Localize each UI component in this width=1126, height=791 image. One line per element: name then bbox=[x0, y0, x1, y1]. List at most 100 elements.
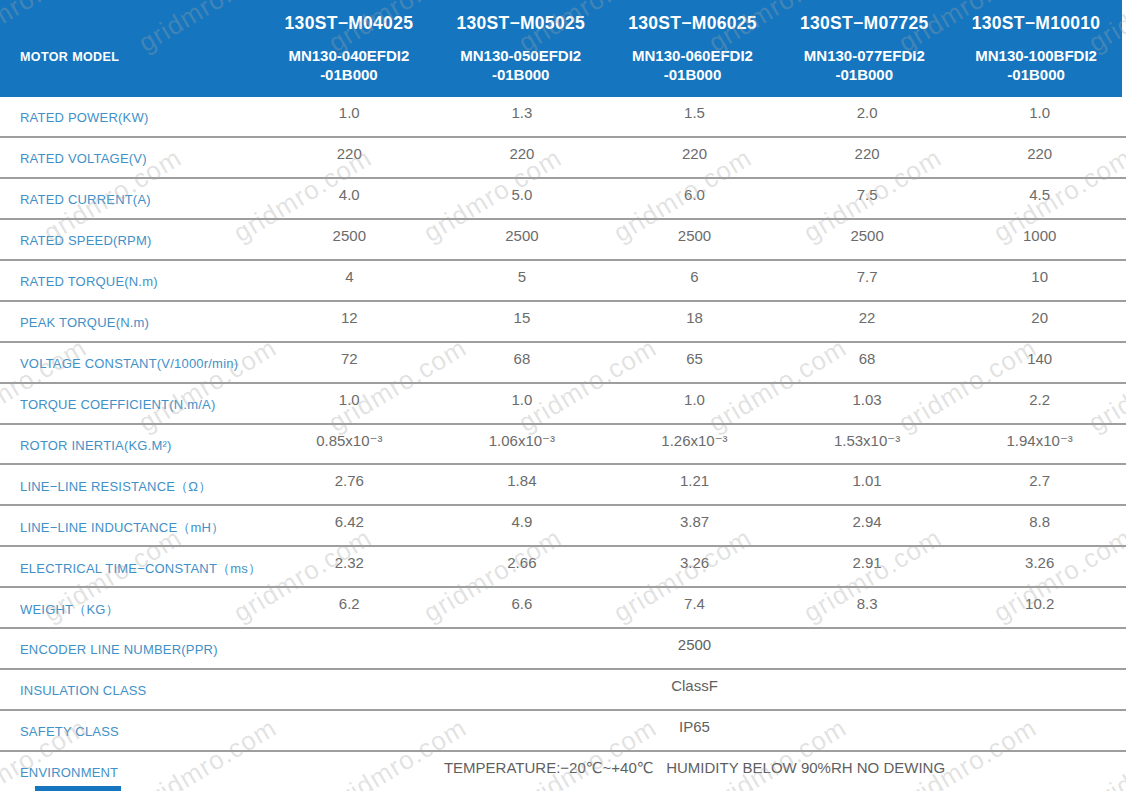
spec-value-cell: 22 bbox=[781, 302, 954, 341]
table-row: TORQUE COEFFICIENT(N.m/A)1.01.01.01.032.… bbox=[0, 384, 1126, 425]
table-row: WEIGHT（KG）6.26.67.48.310.2 bbox=[0, 588, 1126, 629]
part-number-line2: -01B000 bbox=[778, 65, 950, 84]
row-label: INSULATION CLASS bbox=[0, 670, 263, 709]
row-values: 220220220220220 bbox=[263, 138, 1126, 177]
spec-value-cell: 1.0 bbox=[263, 384, 436, 423]
spec-value-cell: 1.3 bbox=[436, 97, 609, 136]
table-row: RATED POWER(KW)1.01.31.52.01.0 bbox=[0, 97, 1126, 138]
model-code: 130ST−M04025 bbox=[263, 13, 435, 34]
model-code: 130ST−M07725 bbox=[778, 13, 950, 34]
row-values: 25002500250025001000 bbox=[263, 220, 1126, 259]
part-number: MN130-040EFDI2-01B000 bbox=[263, 46, 435, 84]
row-values: 1.01.31.52.01.0 bbox=[263, 97, 1126, 136]
spec-value-cell: 6.0 bbox=[608, 179, 781, 218]
span-value: ClassF bbox=[263, 670, 1126, 709]
spec-value-cell: 0.85x10⁻³ bbox=[263, 425, 436, 464]
part-number-line2: -01B000 bbox=[435, 65, 607, 84]
spec-value-cell: 6.6 bbox=[436, 588, 609, 627]
row-values: 6.424.93.872.948.8 bbox=[263, 506, 1126, 545]
table-row: ROTOR INERTIA(KG.M²)0.85x10⁻³1.06x10⁻³1.… bbox=[0, 425, 1126, 466]
spec-value-cell: 10 bbox=[953, 261, 1126, 300]
spec-value-cell: 6.2 bbox=[263, 588, 436, 627]
row-label: WEIGHT（KG） bbox=[0, 588, 263, 627]
row-values: 2.761.841.211.012.7 bbox=[263, 465, 1126, 504]
spec-value-cell: 2500 bbox=[608, 220, 781, 259]
spec-value-cell: 7.5 bbox=[781, 179, 954, 218]
spec-value-cell: 1.26x10⁻³ bbox=[608, 425, 781, 464]
part-number-line2: -01B000 bbox=[263, 65, 435, 84]
spec-value-cell: 1.0 bbox=[608, 384, 781, 423]
part-number-line2: -01B000 bbox=[607, 65, 779, 84]
part-number-line1: MN130-060EFDI2 bbox=[607, 46, 779, 65]
row-values: 6.26.67.48.310.2 bbox=[263, 588, 1126, 627]
spec-value-cell: 8.8 bbox=[953, 506, 1126, 545]
row-label: RATED TORQUE(N.m) bbox=[0, 261, 263, 300]
spec-value-cell: 4.9 bbox=[436, 506, 609, 545]
spec-value-cell: 20 bbox=[953, 302, 1126, 341]
span-value: IP65 bbox=[263, 711, 1126, 750]
spec-rows: RATED POWER(KW)1.01.31.52.01.0RATED VOLT… bbox=[0, 97, 1126, 791]
spec-value-cell: 8.3 bbox=[781, 588, 954, 627]
spec-value-cell: 3.26 bbox=[608, 547, 781, 586]
table-row: SAFETY CLASSIP65 bbox=[0, 711, 1126, 752]
model-column-header: 130ST−M05025 MN130-050EFDI2-01B000 bbox=[435, 0, 607, 97]
table-row: INSULATION CLASSClassF bbox=[0, 670, 1126, 711]
table-row: ENCODER LINE NUMBER(PPR)2500 bbox=[0, 629, 1126, 670]
spec-value-cell: 2.66 bbox=[436, 547, 609, 586]
row-label: ENCODER LINE NUMBER(PPR) bbox=[0, 629, 263, 668]
spec-value-cell: 1.84 bbox=[436, 465, 609, 504]
row-label: PEAK TORQUE(N.m) bbox=[0, 302, 263, 341]
spec-value-cell: 1.21 bbox=[608, 465, 781, 504]
part-number-line1: MN130-077EFDI2 bbox=[778, 46, 950, 65]
spec-value-cell: 1.01 bbox=[781, 465, 954, 504]
row-label: RATED VOLTAGE(V) bbox=[0, 138, 263, 177]
row-values: 4567.710 bbox=[263, 261, 1126, 300]
model-code: 130ST−M06025 bbox=[607, 13, 779, 34]
spec-value-cell: 220 bbox=[263, 138, 436, 177]
spec-value-cell: 1.53x10⁻³ bbox=[781, 425, 954, 464]
table-row: LINE−LINE INDUCTANCE（mH）6.424.93.872.948… bbox=[0, 506, 1126, 547]
spec-value-cell: 2.94 bbox=[781, 506, 954, 545]
table-header: MOTOR MODEL 130ST−M04025 MN130-040EFDI2-0… bbox=[0, 0, 1122, 97]
spec-value-cell: 2.76 bbox=[263, 465, 436, 504]
spec-value-cell: 220 bbox=[953, 138, 1126, 177]
spec-value-cell: 2.32 bbox=[263, 547, 436, 586]
spec-value-cell: 2500 bbox=[436, 220, 609, 259]
spec-value-cell: 220 bbox=[781, 138, 954, 177]
row-label: LINE−LINE RESISTANCE（Ω） bbox=[0, 465, 263, 504]
model-column-header: 130ST−M04025 MN130-040EFDI2-01B000 bbox=[263, 0, 435, 97]
table-row: ELECTRICAL TIME−CONSTANT（ms）2.322.663.26… bbox=[0, 547, 1126, 588]
spec-value-cell: 1000 bbox=[953, 220, 1126, 259]
row-label: TORQUE COEFFICIENT(N.m/A) bbox=[0, 384, 263, 423]
spec-value-cell: 2.2 bbox=[953, 384, 1126, 423]
row-label: RATED POWER(KW) bbox=[0, 97, 263, 136]
row-values: 72686568140 bbox=[263, 343, 1126, 382]
model-column-header: 130ST−M10010MN130-100BFDI2-01B000 bbox=[950, 0, 1122, 97]
table-row: RATED TORQUE(N.m)4567.710 bbox=[0, 261, 1126, 302]
table-row: RATED SPEED(RPM)25002500250025001000 bbox=[0, 220, 1126, 261]
row-label: ELECTRICAL TIME−CONSTANT（ms） bbox=[0, 547, 263, 586]
table-row: LINE−LINE RESISTANCE（Ω）2.761.841.211.012… bbox=[0, 465, 1126, 506]
spec-value-cell: 2500 bbox=[263, 220, 436, 259]
row-label: LINE−LINE INDUCTANCE（mH） bbox=[0, 506, 263, 545]
spec-value-cell: 220 bbox=[608, 138, 781, 177]
spec-value-cell: 1.0 bbox=[953, 97, 1126, 136]
spec-value-cell: 68 bbox=[781, 343, 954, 382]
part-number: MN130-050EFDI2-01B000 bbox=[435, 46, 607, 84]
spec-value-cell: 3.26 bbox=[953, 547, 1126, 586]
spec-value-cell: 6 bbox=[608, 261, 781, 300]
spec-value-cell: 4.0 bbox=[263, 179, 436, 218]
spec-value-cell: 10.2 bbox=[953, 588, 1126, 627]
span-value: TEMPERATURE:−20℃~+40℃ HUMIDITY BELOW 90%… bbox=[263, 752, 1126, 791]
spec-value-cell: 7.4 bbox=[608, 588, 781, 627]
spec-value-cell: 5 bbox=[436, 261, 609, 300]
span-value: 2500 bbox=[263, 629, 1126, 668]
table-row: RATED VOLTAGE(V)220220220220220 bbox=[0, 138, 1126, 179]
motor-model-header-label: MOTOR MODEL bbox=[0, 0, 263, 97]
spec-value-cell: 5.0 bbox=[436, 179, 609, 218]
spec-value-cell: 220 bbox=[436, 138, 609, 177]
model-column-header: 130ST−M06025 MN130-060EFDI2-01B000 bbox=[607, 0, 779, 97]
model-code: 130ST−M05025 bbox=[435, 13, 607, 34]
table-row: PEAK TORQUE(N.m)1215182220 bbox=[0, 302, 1126, 343]
row-label: VOLTAGE CONSTANT(V/1000r/min) bbox=[0, 343, 263, 382]
